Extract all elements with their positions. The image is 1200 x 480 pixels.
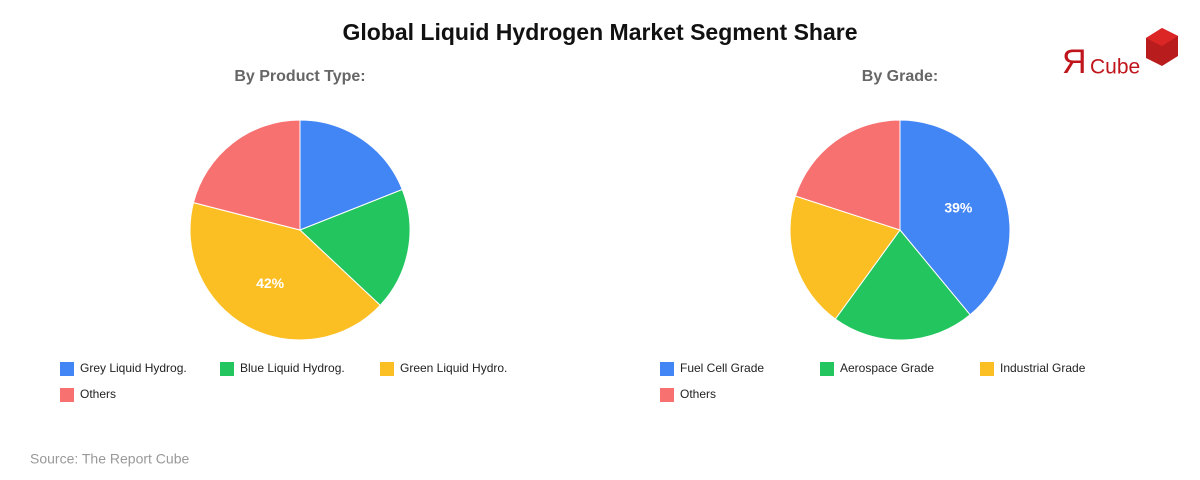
pie-slice — [189, 202, 381, 341]
legend-swatch — [220, 362, 234, 376]
legend-label: Green Liquid Hydro. — [400, 361, 507, 375]
legend-swatch — [820, 362, 834, 376]
legend-label: Aerospace Grade — [840, 361, 934, 375]
legend-swatch — [60, 362, 74, 376]
data-label: 39% — [944, 200, 973, 216]
pie-slice — [794, 119, 901, 231]
legend-swatch — [660, 362, 674, 376]
legend-label: Grey Liquid Hydrog. — [80, 361, 187, 375]
chart-title: By Grade: — [862, 68, 938, 85]
legend-label: Others — [680, 387, 716, 401]
legend-swatch — [60, 388, 74, 402]
legend-label: Industrial Grade — [1000, 361, 1086, 375]
legend-label: Others — [80, 387, 116, 401]
pie-slice — [192, 119, 301, 231]
source: Source: The Report Cube — [30, 451, 189, 467]
data-label: 42% — [256, 275, 285, 291]
logo-mark: Я — [1062, 43, 1087, 81]
legend-swatch — [380, 362, 394, 376]
legend-label: Fuel Cell Grade — [680, 361, 764, 375]
logo-cube-top — [1146, 28, 1178, 46]
logo-text: Cube — [1090, 56, 1140, 79]
logo: Я Cube — [1062, 28, 1178, 81]
legend-label: Blue Liquid Hydrog. — [240, 361, 345, 375]
page-title: Global Liquid Hydrogen Market Segment Sh… — [342, 19, 857, 45]
pie-slice — [899, 119, 1011, 316]
pie-slice — [299, 119, 403, 231]
legend-swatch — [660, 388, 674, 402]
chart-title: By Product Type: — [234, 68, 365, 85]
legend-swatch — [980, 362, 994, 376]
pie-slice — [299, 188, 411, 307]
pie-slice — [789, 195, 901, 320]
pie-slice — [834, 229, 971, 341]
